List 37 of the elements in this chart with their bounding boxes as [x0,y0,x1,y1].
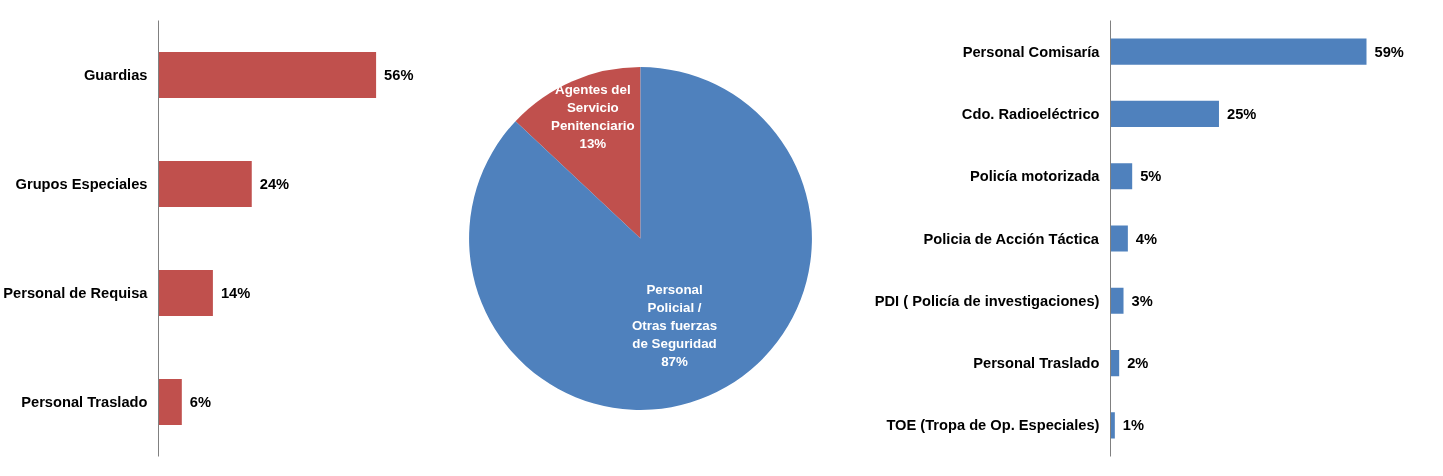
y-tick-label: Cdo. Radioeléctrico [961,105,1100,122]
y-tick-label: Personal Traslado [973,355,1100,372]
data-label: 87% [661,354,689,370]
y-tick-label: PDI ( Policía de investigaciones) [874,292,1100,309]
bar [1110,349,1120,377]
slice-label: Agentes del Servicio Penitenciario [550,81,635,133]
bar [158,270,213,316]
data-label: 6% [189,394,211,410]
data-label: 1% [1122,417,1145,434]
slice-label: Personal Policial / Otras fuerzas de Seguridad [631,282,718,352]
data-label: 13% [579,135,607,151]
bar [1110,163,1133,190]
data-label: 5% [1140,168,1162,185]
data-label: 24% [259,176,290,192]
data-label: 59% [1374,43,1404,60]
data-label: 56% [384,67,414,83]
bar [1110,100,1219,128]
y-tick-label: Personal Traslado [21,394,148,410]
data-label: 3% [1131,292,1153,309]
y-tick-label: Personal de Requisa [3,285,149,301]
data-label: 25% [1226,105,1257,122]
y-tick-label: Policia de Acción Táctica [923,230,1100,247]
y-tick-label: Grupos Especiales [15,176,148,192]
bar [1110,38,1367,65]
bar [158,52,377,98]
bar [1110,225,1128,252]
y-tick-label: Policía motorizada [970,168,1101,185]
bar [158,379,182,425]
y-tick-label: TOE (Tropa de Op. Especiales) [886,417,1100,434]
data-label: 14% [220,285,251,301]
y-tick-label: Guardias [83,67,148,83]
data-label: 4% [1135,230,1158,247]
bar [158,161,252,207]
bar [1110,412,1115,439]
y-tick-label: Personal Comisaría [962,43,1101,60]
data-label: 2% [1127,355,1149,372]
bar [1110,287,1124,314]
